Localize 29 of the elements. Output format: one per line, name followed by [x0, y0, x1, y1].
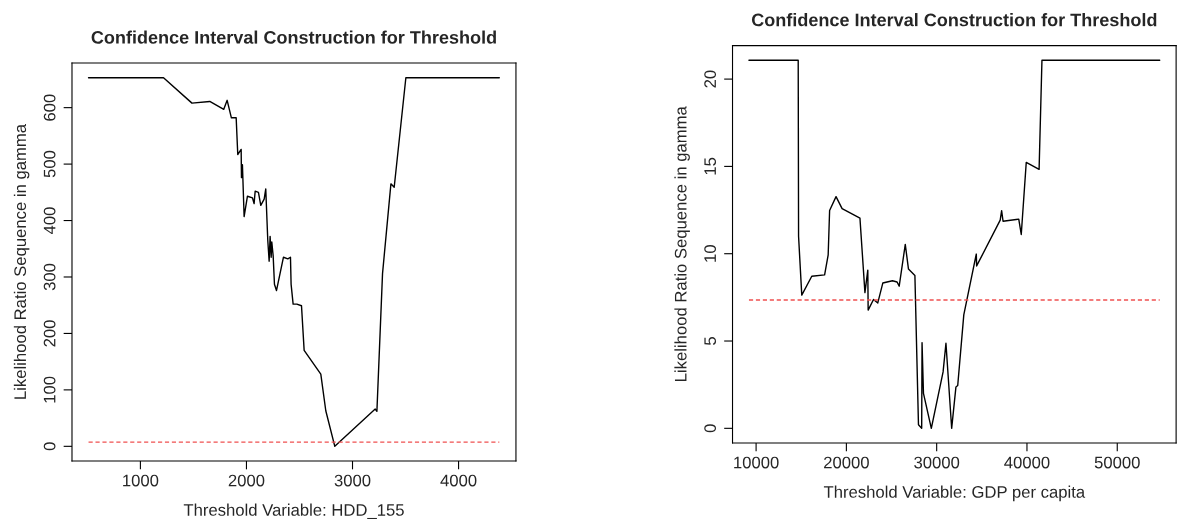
y-tick-label: 200 — [43, 320, 56, 347]
y-tick-label: 400 — [43, 207, 56, 235]
x-axis-title: Threshold Variable: HDD_155 — [183, 503, 404, 520]
y-tick-label: 10 — [704, 245, 717, 262]
y-tick-label: 0 — [43, 442, 56, 451]
x-tick-label: 50000 — [1094, 456, 1140, 469]
x-tick-label: 10000 — [734, 456, 779, 469]
y-tick-label: 300 — [43, 263, 56, 291]
x-tick-label: 3000 — [334, 474, 371, 487]
y-tick-label: 100 — [43, 376, 56, 403]
x-tick-label: 30000 — [914, 456, 960, 469]
x-tick-label: 1000 — [123, 474, 159, 487]
y-tick-label: 15 — [704, 157, 717, 175]
y-tick-label: 20 — [704, 70, 717, 88]
x-tick-label: 2000 — [228, 474, 265, 487]
y-tick-label: 5 — [704, 337, 717, 345]
line-series — [87, 77, 500, 448]
x-tick-label: 4000 — [440, 474, 477, 487]
y-tick-label: 0 — [704, 424, 717, 433]
x-tick-label: 40000 — [1004, 456, 1050, 469]
y-tick-label: 600 — [43, 94, 56, 121]
y-tick-label: 500 — [43, 150, 56, 178]
y-axis-title: Likelihood Ratio Sequence in gamma — [674, 106, 690, 381]
x-tick-label: 20000 — [824, 456, 869, 469]
x-axis-title: Threshold Variable: GDP per capita — [823, 485, 1086, 502]
y-axis-title: Likelihood Ratio Sequence in gamma — [13, 123, 30, 399]
chart-title: Confidence Interval Construction for Threshold — [91, 30, 496, 44]
chart-title: Confidence Interval Construction for Threshold — [751, 13, 1157, 27]
line-series — [748, 59, 1161, 430]
